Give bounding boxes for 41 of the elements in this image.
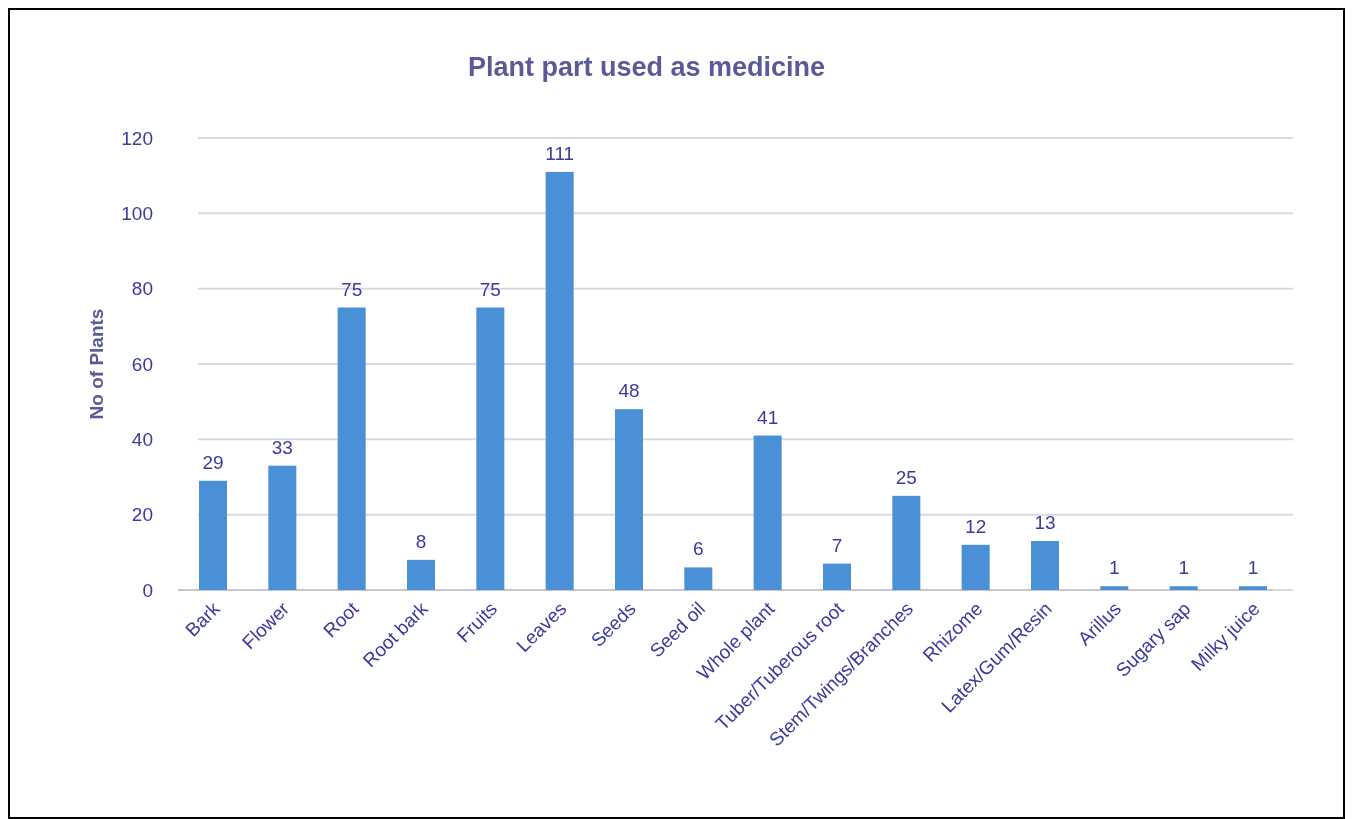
bar bbox=[1239, 586, 1267, 590]
data-label: 25 bbox=[895, 466, 917, 488]
data-label: 7 bbox=[831, 534, 843, 556]
data-label: 111 bbox=[545, 142, 575, 164]
data-label: 1 bbox=[1109, 557, 1120, 579]
bar bbox=[892, 495, 921, 590]
y-tick-label: 40 bbox=[131, 428, 153, 450]
data-label: 48 bbox=[618, 380, 640, 402]
bar bbox=[476, 307, 505, 590]
y-tick-label: 20 bbox=[131, 504, 153, 526]
bar bbox=[753, 435, 782, 590]
bar bbox=[684, 567, 713, 590]
y-tick-label: 0 bbox=[142, 579, 153, 601]
bar bbox=[1031, 541, 1059, 590]
bar bbox=[337, 307, 366, 590]
y-axis-title: No of Plants bbox=[86, 308, 107, 420]
y-tick-label: 60 bbox=[131, 353, 153, 375]
data-label: 13 bbox=[1034, 512, 1056, 534]
bar bbox=[615, 409, 643, 590]
bar bbox=[545, 171, 574, 590]
data-label: 33 bbox=[271, 436, 293, 458]
data-label: 8 bbox=[415, 530, 427, 552]
data-label: 75 bbox=[341, 278, 363, 300]
bar bbox=[1100, 586, 1129, 590]
bar bbox=[823, 563, 851, 590]
data-label: 41 bbox=[757, 406, 779, 428]
y-tick-label: 80 bbox=[131, 278, 153, 300]
data-label: 29 bbox=[202, 451, 224, 473]
data-label: 1 bbox=[1178, 557, 1189, 579]
data-label: 1 bbox=[1247, 557, 1259, 579]
chart-title: Plant part used as medicine bbox=[467, 52, 826, 82]
bar bbox=[1169, 586, 1198, 590]
bar bbox=[199, 480, 227, 590]
data-label: 6 bbox=[693, 538, 704, 560]
bar bbox=[407, 559, 435, 590]
data-label: 12 bbox=[965, 515, 987, 537]
data-label: 75 bbox=[479, 278, 501, 300]
bar bbox=[961, 544, 990, 590]
bar bbox=[268, 465, 297, 590]
y-tick-label: 100 bbox=[121, 202, 153, 224]
y-tick-label: 120 bbox=[121, 127, 153, 149]
